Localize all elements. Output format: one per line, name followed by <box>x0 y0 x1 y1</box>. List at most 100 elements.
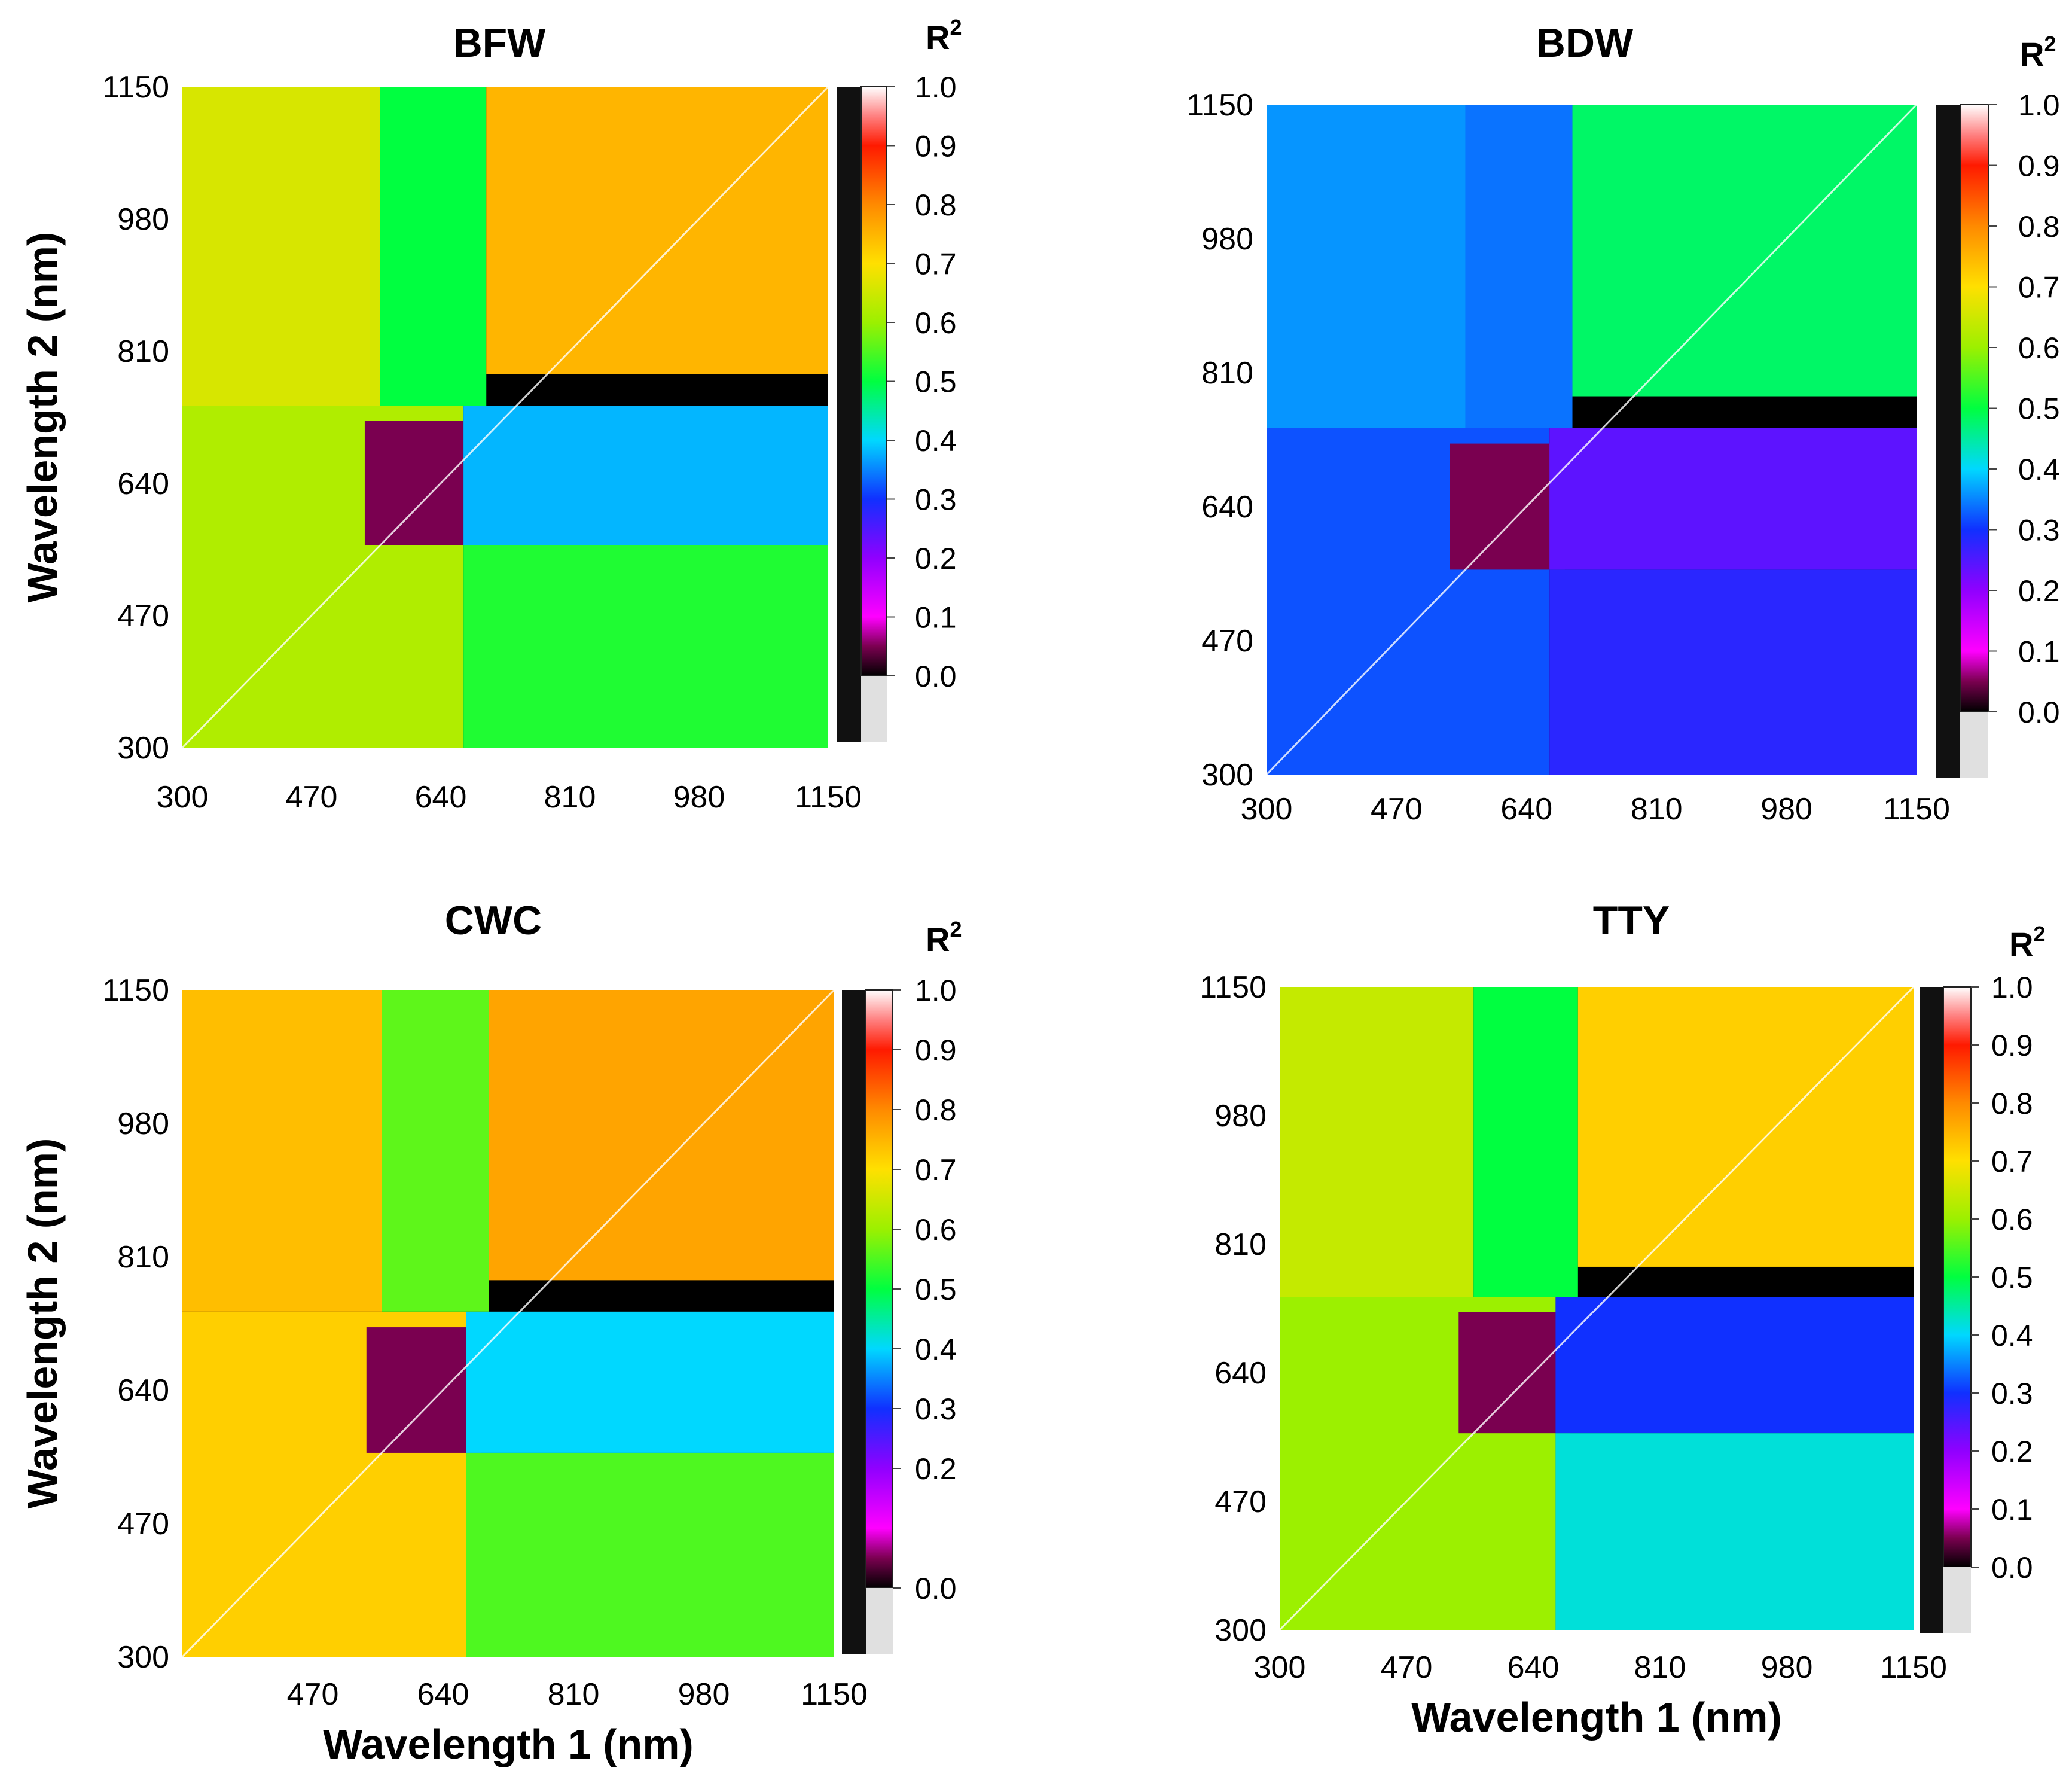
x-tick-label: 1150 <box>801 1677 868 1712</box>
y-tick-label: 470 <box>1214 1485 1267 1519</box>
heatmap-region <box>1450 443 1565 570</box>
colorbar-tick-label: 0.8 <box>2018 210 2060 243</box>
heatmap-region <box>489 990 834 1281</box>
x-tick-label: 300 <box>1241 792 1293 827</box>
y-tick-label: 810 <box>117 334 169 369</box>
heatmap-region <box>1465 105 1573 428</box>
colorbar-tick-label: 0.0 <box>915 1572 957 1605</box>
heatmap-region <box>1555 1433 1914 1630</box>
x-tick-label: 1150 <box>1883 792 1950 827</box>
colorbar-tick-label: 0.9 <box>1991 1029 2033 1062</box>
panel-bfw: BFW 1150 980 810 640 470 300 300 470 640 810 980 115… <box>19 15 962 815</box>
colorbar-border <box>1920 987 1943 1633</box>
colorbar-tick-label: 0.4 <box>2018 453 2060 486</box>
colorbar-tick-label: 0.8 <box>915 1093 957 1127</box>
y-tick-label: 980 <box>1214 1099 1267 1133</box>
x-tick-label: 810 <box>1631 792 1683 827</box>
colorbar-tick-label: 0.2 <box>1991 1435 2033 1468</box>
colorbar-tick-label: 0.9 <box>915 130 957 163</box>
x-tick-label: 1150 <box>795 780 862 815</box>
x-tick-label: 810 <box>544 780 596 815</box>
colorbar-tick-label: 0.3 <box>2018 514 2060 547</box>
x-tick-label: 980 <box>673 780 725 815</box>
y-tick-label: 810 <box>1201 356 1253 391</box>
y-tick-label: 980 <box>1201 222 1253 257</box>
y-tick-label: 980 <box>117 202 169 237</box>
heatmap-region <box>1577 987 1914 1267</box>
colorbar-title: R2 <box>2020 32 2056 73</box>
colorbar-tick-label: 0.1 <box>1991 1493 2033 1526</box>
y-tick-label: 810 <box>117 1240 169 1275</box>
y-tick-label: 980 <box>117 1107 169 1141</box>
panel-cwc: CWC 1150 980 810 640 470 300 470 640 810 980 1150 1.… <box>19 898 962 1767</box>
y-tick-label: 1150 <box>102 70 169 105</box>
colorbar-tick-label: 0.6 <box>1991 1203 2033 1236</box>
y-tick-label: 470 <box>117 599 169 633</box>
colorbar-tick-label: 0.9 <box>2018 150 2060 183</box>
colorbar-tick-label: 0.5 <box>2018 392 2060 426</box>
colorbar-border <box>1936 105 1960 778</box>
heatmap-region <box>1572 105 1917 397</box>
colorbar-tick-label: 0.5 <box>915 365 957 399</box>
colorbar-tick-label: 0.7 <box>2018 271 2060 304</box>
heatmap-region <box>1280 987 1474 1297</box>
x-tick-label: 470 <box>1371 792 1423 827</box>
y-tick-label: 810 <box>1214 1227 1267 1262</box>
colorbar-border <box>837 87 861 742</box>
colorbar-tick-label: 0.3 <box>915 483 957 517</box>
colorbar-title: R2 <box>2009 922 2045 963</box>
colorbar-underflow <box>1943 1567 1971 1633</box>
colorbar-tick-label: 0.9 <box>915 1034 957 1067</box>
heatmap-region <box>182 990 382 1312</box>
x-tick-label: 300 <box>1254 1650 1306 1685</box>
y-tick-label: 640 <box>1201 490 1253 525</box>
heatmap-region <box>466 1311 834 1453</box>
colorbar-tick-label: 1.0 <box>1991 971 2033 1004</box>
colorbar <box>1960 104 1989 712</box>
colorbar-tick-label: 0.6 <box>915 306 957 340</box>
colorbar-tick-label: 0.6 <box>915 1213 957 1247</box>
heatmap-region <box>364 421 479 545</box>
heatmap-region <box>382 990 489 1312</box>
colorbar-tick-label: 0.4 <box>915 424 957 458</box>
heatmap-region <box>486 87 828 374</box>
colorbar-tick-label: 1.0 <box>2018 89 2060 122</box>
x-tick-label: 300 <box>157 780 209 815</box>
colorbar-title-base: R <box>926 19 950 56</box>
colorbar-title-base: R <box>926 921 950 958</box>
diagonal-line <box>181 86 829 749</box>
x-tick-label: 1150 <box>1880 1650 1947 1685</box>
x-tick-label: 980 <box>1761 1650 1813 1685</box>
y-tick-label: 470 <box>1201 624 1253 659</box>
colorbar-tick-label: 0.4 <box>1991 1319 2033 1352</box>
y-tick-label: 640 <box>117 467 169 501</box>
colorbar <box>1943 986 1972 1568</box>
heatmap-region <box>1458 1312 1571 1434</box>
colorbar-title-superscript: 2 <box>2044 32 2056 56</box>
panel-title: BDW <box>1536 20 1634 66</box>
x-axis-title: Wavelength 1 (nm) <box>323 1721 694 1767</box>
x-tick-label: 640 <box>1500 792 1552 827</box>
y-axis-title: Wavelength 2 (nm) <box>19 232 66 603</box>
colorbar-tick-label: 0.7 <box>915 1153 957 1187</box>
diagonal-line <box>181 989 835 1658</box>
colorbar-tick-label: 0.0 <box>1991 1551 2033 1584</box>
colorbar-tick-label: 0.5 <box>915 1273 957 1306</box>
colorbar-tick-label: 0.8 <box>1991 1087 2033 1120</box>
x-axis-title: Wavelength 1 (nm) <box>1411 1694 1782 1741</box>
colorbar-title: R2 <box>926 15 962 56</box>
colorbar-tick-label: 1.0 <box>915 71 957 104</box>
heatmap-region <box>1549 428 1917 570</box>
panel-title: CWC <box>445 898 542 943</box>
x-tick-label: 980 <box>678 1677 730 1712</box>
colorbar-border <box>842 990 866 1654</box>
colorbar <box>860 86 887 676</box>
x-tick-label: 640 <box>1508 1650 1560 1685</box>
colorbar-title: R2 <box>926 917 962 958</box>
colorbar-tick-label: 0.2 <box>915 542 957 575</box>
y-tick-label: 300 <box>1201 758 1253 793</box>
x-tick-label: 470 <box>1381 1650 1433 1685</box>
colorbar-tick-label: 0.2 <box>2018 574 2060 608</box>
